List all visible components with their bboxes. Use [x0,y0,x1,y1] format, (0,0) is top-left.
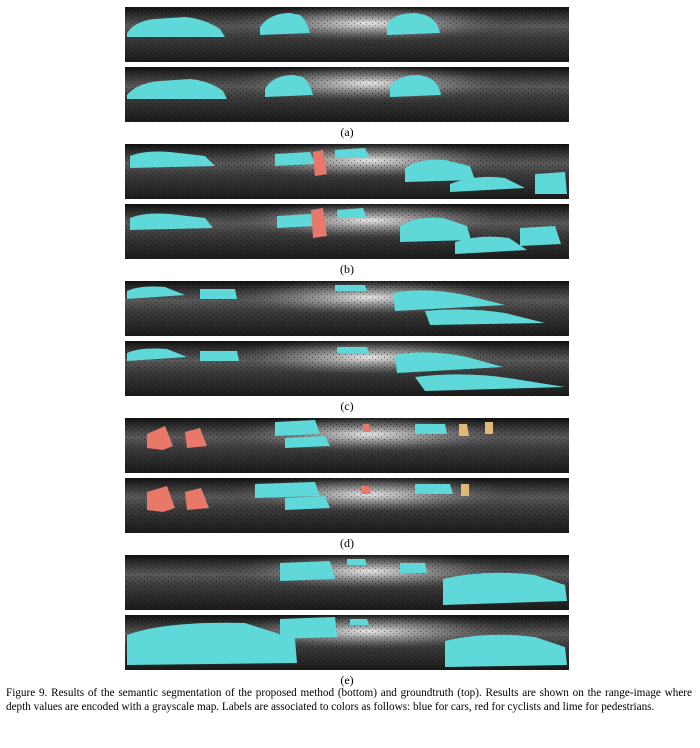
prediction-strip-c [125,341,569,396]
subfigure-label-a: (a) [340,125,354,139]
car-mask [255,482,453,510]
subfigure-label-e: (e) [340,673,354,687]
car-mask [127,13,440,37]
prediction-strip-e [125,615,569,670]
groundtruth-strip-b [125,144,569,199]
car-mask [275,420,447,448]
car-mask [127,285,545,325]
subfigure-label-d: (d) [340,536,354,550]
figure-caption: Figure 9. Results of the semantic segmen… [6,687,692,713]
subfigure-label-c: (c) [340,399,354,413]
subfigure-label-b: (b) [340,262,354,276]
prediction-strip-d [125,478,569,533]
prediction-strip-a [125,67,569,122]
pedestrian-mask [461,484,469,496]
groundtruth-strip-e [125,555,569,610]
cyclist-mask [147,424,371,450]
cyclist-mask [313,150,327,176]
car-mask [127,75,441,99]
prediction-strip-b [125,204,569,259]
car-mask [130,148,567,194]
groundtruth-strip-d [125,418,569,473]
car-mask [127,617,567,667]
car-mask [127,347,565,391]
car-mask [280,559,567,605]
pedestrian-mask [459,422,493,436]
groundtruth-strip-c [125,281,569,336]
cyclist-mask [311,208,327,238]
cyclist-mask [147,486,371,512]
groundtruth-strip-a [125,7,569,62]
car-mask [130,208,561,254]
